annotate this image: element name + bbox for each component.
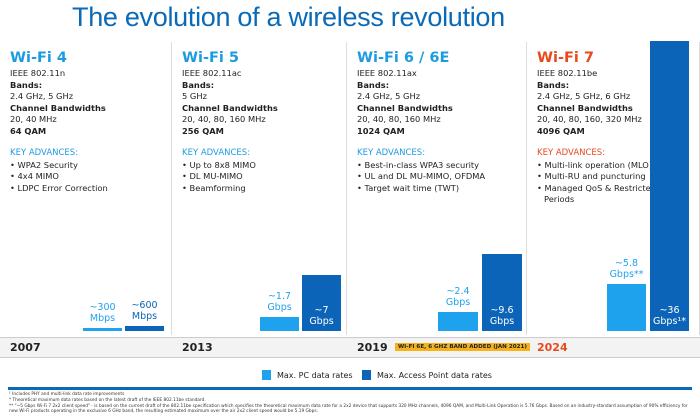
channel-bandwidths-label: Channel Bandwidths (357, 102, 453, 113)
advance-item: Managed QoS & Restricted Service Periods (537, 183, 697, 206)
advance-item: Best-in-class WPA3 security (357, 160, 517, 172)
generation-name: Wi-Fi 6 / 6E (357, 50, 450, 66)
channel-bandwidths: 20, 40, 80, 160 MHz (182, 114, 266, 124)
advance-item: LDPC Error Correction (10, 183, 170, 195)
key-advances-label: KEY ADVANCES: (10, 148, 79, 158)
key-advances-label: KEY ADVANCES: (182, 148, 251, 158)
pc-bar (260, 317, 299, 331)
release-year: 2019 (357, 341, 388, 354)
generation-column: Wi-Fi 5 IEEE 802.11ac Bands: 5 GHz Chann… (172, 42, 347, 335)
standard: IEEE 802.11ac (182, 68, 242, 78)
divider (8, 387, 692, 390)
generation-name: Wi-Fi 7 (537, 50, 594, 66)
footnote: ** "~5 Gbps Wi-Fi 7 2x2 client speed" - … (9, 403, 688, 415)
bands-label: Bands: (357, 79, 390, 90)
bands-label: Bands: (537, 79, 570, 90)
channel-bandwidths: 20, 40, 80, 160, 320 MHz (537, 114, 642, 124)
channel-bandwidths-label: Channel Bandwidths (182, 102, 278, 113)
advance-item: Beamforming (182, 183, 342, 195)
pc-rate-label: ~1.7 Gbps (267, 291, 292, 314)
ap-bar (650, 41, 689, 331)
release-year: 2013 (182, 341, 213, 354)
pc-rate-label: ~5.8 Gbps** (609, 258, 644, 281)
advance-item: DL MU-MIMO (182, 171, 342, 183)
standard: IEEE 802.11n (10, 68, 66, 78)
legend-label: Max. PC data rates (277, 370, 353, 380)
bands: 5 GHz (182, 91, 207, 101)
ap-rate-label: ~36 Gbps¹* (653, 305, 686, 327)
footnote: ¹ Includes PHY and multi-link data rate … (9, 392, 125, 397)
ap-bar (302, 274, 341, 331)
ap-rate-label: ~9.6 Gbps (489, 305, 515, 327)
legend-ap: Max. Access Point data rates (362, 370, 492, 380)
advances-list: Best-in-class WPA3 securityUL and DL MU-… (357, 160, 517, 195)
qam: 64 QAM (10, 125, 47, 136)
legend-swatch-ap (362, 370, 371, 380)
advance-item: UL and DL MU-MIMO, OFDMA (357, 171, 517, 183)
page-title: The evolution of a wireless revolution (72, 2, 505, 32)
ap-bar (125, 326, 164, 331)
pc-bar (438, 311, 478, 331)
advance-item: WPA2 Security (10, 160, 170, 172)
legend-pc: Max. PC data rates (262, 370, 353, 380)
ap-rate-label: ~600 Mbps (131, 300, 158, 323)
release-year: 2024 (537, 341, 568, 354)
advances-list: Up to 8x8 MIMODL MU-MIMOBeamforming (182, 160, 342, 195)
standard: IEEE 802.11be (537, 68, 598, 78)
pc-rate-label: ~2.4 Gbps (445, 285, 471, 308)
advance-item: 4x4 MIMO (10, 171, 170, 183)
advance-item: Multi-link operation (MLO) (537, 160, 697, 172)
key-advances-label: KEY ADVANCES: (357, 148, 426, 158)
advance-item: Target wait time (TWT) (357, 183, 517, 195)
key-advances-label: KEY ADVANCES: (537, 148, 606, 158)
year-row: 2007 2013 2019 WI-FI 6E, 6 GHZ BAND ADDED (… (0, 337, 700, 358)
pc-bar (83, 328, 122, 331)
legend-label: Max. Access Point data rates (377, 370, 492, 380)
channel-bandwidths: 20, 40 MHz (10, 114, 57, 124)
pc-rate-label: ~300 Mbps (89, 302, 116, 324)
channel-bandwidths-label: Channel Bandwidths (537, 102, 633, 113)
generation-column: Wi-Fi 7 IEEE 802.11be Bands: 2.4 GHz, 5 … (527, 42, 700, 335)
release-year: 2007 (10, 341, 41, 354)
pc-bar (607, 284, 646, 331)
qam: 4096 QAM (537, 125, 585, 136)
standard: IEEE 802.11ax (357, 68, 417, 78)
bands: 2.4 GHz, 5 GHz (357, 91, 421, 101)
channel-bandwidths: 20, 40, 80, 160 MHz (357, 114, 441, 124)
advances-list: WPA2 Security4x4 MIMOLDPC Error Correcti… (10, 160, 170, 195)
qam: 256 QAM (182, 125, 224, 136)
bands: 2.4 GHz, 5 GHz, 6 GHz (537, 91, 631, 101)
bands-label: Bands: (182, 79, 215, 90)
advance-item: Multi-RU and puncturing (537, 171, 697, 183)
footnote: * Theoretical maximum data rates based o… (9, 397, 206, 403)
advance-item: Up to 8x8 MIMO (182, 160, 342, 172)
wifi-6e-note: WI-FI 6E, 6 GHZ BAND ADDED (JAN 2021) (395, 343, 530, 351)
legend-swatch-pc (262, 370, 271, 380)
advances-list: Multi-link operation (MLO)Multi-RU and p… (537, 160, 697, 206)
generation-column: Wi-Fi 6 / 6E IEEE 802.11ax Bands: 2.4 GH… (347, 42, 527, 335)
channel-bandwidths-label: Channel Bandwidths (10, 102, 106, 113)
footnotes: ¹ Includes PHY and multi-link data rate … (9, 392, 694, 415)
bands-label: Bands: (10, 79, 43, 90)
generation-name: Wi-Fi 4 (10, 50, 67, 66)
ap-bar (482, 253, 522, 331)
generation-column: Wi-Fi 4 IEEE 802.11n Bands: 2.4 GHz, 5 G… (0, 42, 172, 335)
qam: 1024 QAM (357, 125, 405, 136)
bands: 2.4 GHz, 5 GHz (10, 91, 74, 101)
generation-name: Wi-Fi 5 (182, 50, 239, 66)
ap-rate-label: ~7 Gbps (309, 305, 334, 327)
